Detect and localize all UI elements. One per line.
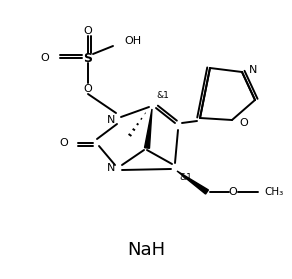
Text: N: N: [249, 65, 257, 75]
Text: NaH: NaH: [127, 241, 165, 259]
Text: O: O: [84, 26, 92, 36]
Text: O: O: [84, 84, 92, 94]
Text: N: N: [107, 115, 115, 125]
Polygon shape: [145, 109, 152, 148]
Text: &1: &1: [156, 90, 169, 100]
Text: O: O: [59, 138, 68, 148]
Text: O: O: [239, 118, 248, 128]
Text: O: O: [40, 53, 49, 63]
Text: OH: OH: [124, 36, 141, 46]
Polygon shape: [177, 171, 208, 194]
Text: &1: &1: [179, 172, 192, 182]
Text: N: N: [107, 163, 115, 173]
Text: CH₃: CH₃: [264, 187, 283, 197]
Text: S: S: [84, 52, 93, 64]
Text: O: O: [229, 187, 237, 197]
